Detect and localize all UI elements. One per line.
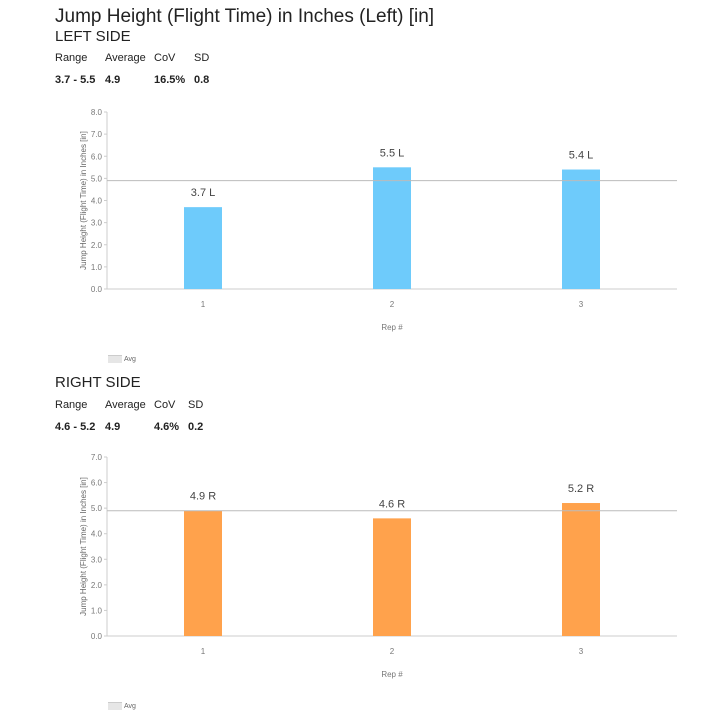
left-sd: 0.8: [194, 74, 210, 86]
left-range: 3.7 - 5.5: [55, 74, 96, 86]
avg-legend-swatch: [108, 702, 122, 710]
bar: [184, 510, 222, 636]
y-tick-label: 7.0: [91, 130, 103, 139]
x-axis-label: Rep #: [381, 670, 403, 679]
y-tick-label: 1.0: [91, 263, 103, 272]
y-axis-label: Jump Height (Flight Time) in Inches [in]: [79, 477, 88, 616]
legend-label: Avg: [124, 702, 136, 710]
page-title: Jump Height (Flight Time) in Inches (Lef…: [55, 6, 435, 27]
x-tick-label: 1: [201, 647, 206, 656]
y-tick-label: 6.0: [91, 152, 103, 161]
right-sd: 0.2: [188, 421, 204, 433]
sd-label: SD: [194, 52, 210, 64]
y-tick-label: 4.0: [91, 530, 103, 539]
bar: [373, 167, 411, 289]
left-legend: Avg: [108, 355, 136, 363]
average-label: Average: [105, 52, 146, 64]
y-tick-label: 0.0: [91, 632, 103, 641]
y-tick-label: 3.0: [91, 219, 103, 228]
x-axis-label: Rep #: [381, 323, 403, 332]
right-legend: Avg: [108, 702, 136, 710]
right-cov: 4.6%: [154, 421, 180, 433]
data-label: 5.2 R: [568, 483, 594, 495]
y-tick-label: 7.0: [91, 453, 103, 462]
right-average: 4.9: [105, 421, 121, 433]
sd-label: SD: [188, 399, 204, 411]
data-label: 5.4 L: [569, 150, 593, 162]
legend-label: Avg: [124, 355, 136, 363]
y-tick-label: 0.0: [91, 285, 103, 294]
bar: [562, 503, 600, 636]
left-cov: 16.5%: [154, 74, 186, 86]
y-tick-label: 8.0: [91, 108, 103, 117]
x-tick-label: 2: [390, 647, 395, 656]
x-tick-label: 3: [579, 300, 584, 309]
avg-legend-swatch: [108, 355, 122, 363]
data-label: 3.7 L: [191, 187, 215, 199]
y-tick-label: 4.0: [91, 197, 103, 206]
x-tick-label: 3: [579, 647, 584, 656]
y-tick-label: 1.0: [91, 606, 103, 615]
left-side-heading: LEFT SIDE: [55, 28, 131, 45]
data-label: 5.5 L: [380, 147, 404, 159]
bar: [562, 169, 600, 289]
data-label: 4.6 R: [379, 498, 405, 510]
right-range: 4.6 - 5.2: [55, 421, 96, 433]
y-axis-label: Jump Height (Flight Time) in Inches [in]: [79, 131, 88, 270]
y-tick-label: 5.0: [91, 174, 103, 183]
y-tick-label: 2.0: [91, 581, 103, 590]
y-tick-label: 5.0: [91, 504, 103, 513]
y-tick-label: 3.0: [91, 555, 103, 564]
cov-label: CoV: [154, 399, 176, 411]
range-label: Range: [55, 52, 88, 64]
range-label: Range: [55, 399, 88, 411]
x-tick-label: 1: [201, 300, 206, 309]
x-tick-label: 2: [390, 300, 395, 309]
cov-label: CoV: [154, 52, 176, 64]
left-average: 4.9: [105, 74, 121, 86]
data-label: 4.9 R: [190, 491, 216, 503]
average-label: Average: [105, 399, 146, 411]
right-side-heading: RIGHT SIDE: [55, 374, 141, 391]
bar: [373, 518, 411, 636]
y-tick-label: 6.0: [91, 479, 103, 488]
bar: [184, 207, 222, 289]
y-tick-label: 2.0: [91, 241, 103, 250]
